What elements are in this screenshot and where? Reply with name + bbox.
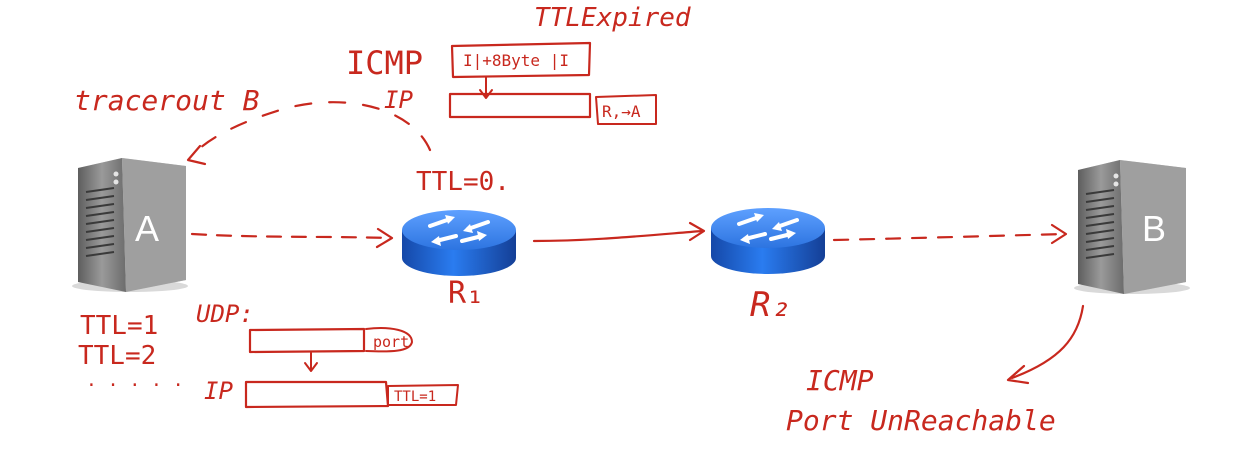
note-traceroute: tracerout B	[74, 84, 259, 117]
note-r1-to-a: R,→A	[602, 102, 641, 121]
note-ttl-2: TTL=2	[78, 341, 156, 371]
host-b-label: B	[1142, 208, 1166, 249]
note-icmp-bottom: ICMP	[806, 364, 874, 397]
arrow-a-to-r1	[190, 227, 394, 249]
port-tag-box	[365, 327, 413, 353]
arrow-r2-to-b	[832, 223, 1068, 245]
note-port-unreachable: Port UnReachable	[786, 404, 1056, 437]
udp-packet-box	[248, 327, 366, 354]
host-a-label: A	[135, 208, 159, 249]
router-r1	[402, 210, 516, 276]
icmp-packet-box	[450, 41, 592, 79]
note-udp: UDP:	[196, 300, 254, 328]
note-ip-top: IP	[384, 86, 413, 114]
arrow-icmp-return-to-a	[186, 101, 432, 166]
arrow-r1-to-r2	[532, 221, 706, 243]
server-b: B	[1074, 160, 1190, 294]
router-r1-label: R₁	[448, 276, 484, 311]
note-port: port	[373, 333, 409, 351]
note-ttl-1: TTL=1	[80, 311, 158, 341]
note-ip-bottom: IP	[204, 377, 233, 405]
ip-address-tag-box	[595, 94, 657, 125]
server-a: A	[72, 158, 188, 292]
arrow-b-to-icmp-reply	[1006, 304, 1085, 385]
note-ttl-expired: TTLExpired	[534, 3, 691, 33]
ip-packet-box-top	[448, 92, 592, 119]
router-r2-label: R₂	[750, 285, 791, 325]
note-icmp-top: ICMP	[346, 44, 423, 82]
ttl-tag-box	[387, 384, 459, 406]
note-ellipsis: . . . . .	[86, 370, 184, 391]
note-ttl-zero: TTL=0.	[416, 167, 510, 197]
note-ttl-box: TTL=1	[394, 389, 436, 405]
router-r2	[711, 208, 825, 274]
ip-packet-box-bottom	[244, 380, 390, 409]
note-icmp-box-content: I|+8Byte |I	[463, 51, 569, 70]
arrow-udp-to-ip	[304, 352, 318, 372]
